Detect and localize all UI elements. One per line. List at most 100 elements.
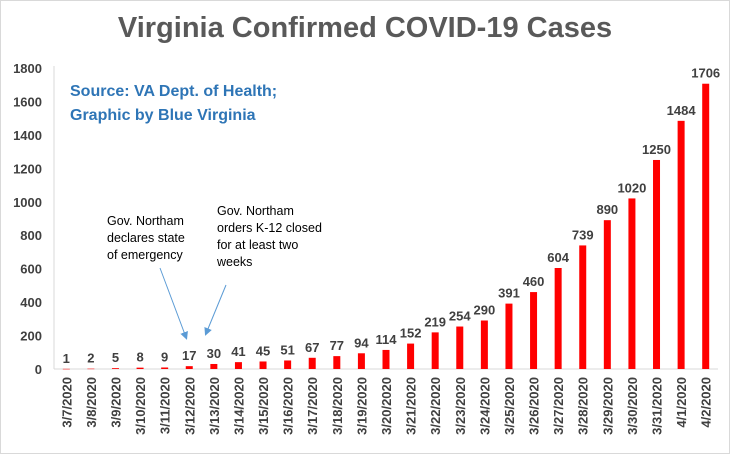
y-tick-label: 1800 [13,61,42,76]
annotation-line: for at least two [217,238,299,252]
data-label: 1706 [691,66,720,81]
bar [653,159,661,369]
bar [136,367,144,369]
bar [530,292,538,369]
data-label: 1 [63,351,70,366]
x-tick-label: 3/23/2020 [453,377,468,435]
bar [603,220,611,369]
annotation-line: Gov. Northam [107,214,184,228]
y-tick-label: 600 [20,262,42,277]
x-tick-label: 4/2/2020 [699,377,714,428]
data-label: 9 [161,349,168,364]
y-tick-label: 1200 [13,161,42,176]
bar [234,362,242,369]
bar [480,320,488,369]
x-tick-label: 3/7/2020 [59,377,74,428]
data-label: 1250 [642,142,671,157]
bar [407,343,415,369]
bar [87,368,95,370]
x-tick-label: 3/10/2020 [133,377,148,435]
bar [456,326,464,369]
x-tick-label: 3/21/2020 [404,377,419,435]
bar [702,83,710,370]
data-label: 94 [354,335,369,350]
annotation-line: declares state [107,231,185,245]
y-tick-label: 1000 [13,195,42,210]
data-label: 152 [400,326,422,341]
bar [554,267,562,369]
data-label: 67 [305,340,319,355]
annotation-k12-closed: Gov. Northam orders K-12 closed for at l… [217,203,322,271]
bar [62,368,70,370]
bar [505,303,513,369]
x-tick-label: 4/1/2020 [674,377,689,428]
data-label: 51 [280,342,294,357]
annotation-arrow [204,284,227,336]
data-label: 41 [231,344,245,359]
bar [259,361,267,369]
x-tick-label: 3/20/2020 [379,377,394,435]
y-tick-label: 800 [20,228,42,243]
bar [210,363,218,369]
source-note: Source: VA Dept. of Health; Graphic by B… [70,80,277,128]
x-tick-label: 3/31/2020 [650,377,665,435]
bar [111,368,119,369]
x-tick-label: 3/18/2020 [330,377,345,435]
data-label: 1484 [667,103,697,118]
bar [357,353,365,369]
data-label: 30 [207,346,221,361]
x-tick-label: 3/17/2020 [305,377,320,435]
data-label: 890 [596,202,618,217]
bar [431,332,439,369]
x-tick-label: 3/13/2020 [207,377,222,435]
data-label: 5 [112,350,119,365]
bar [308,357,316,369]
annotation-line: orders K-12 closed [217,221,322,235]
chart-title: Virginia Confirmed COVID-19 Cases [117,12,613,44]
data-label: 1020 [617,180,646,195]
bar [628,198,636,369]
bar [579,245,587,369]
bar [677,120,685,369]
bar [382,349,390,369]
data-label: 77 [330,338,344,353]
bar [185,366,193,369]
x-tick-label: 3/29/2020 [600,377,615,435]
bar [161,367,169,369]
data-label: 8 [136,350,143,365]
data-label: 45 [256,343,270,358]
x-tick-label: 3/19/2020 [354,377,369,435]
x-tick-label: 3/27/2020 [551,377,566,435]
annotation-line: Gov. Northam [217,204,294,218]
y-tick-label: 200 [20,329,42,344]
data-label: 114 [376,332,398,347]
bar [333,356,341,369]
source-line-2: Graphic by Blue Virginia [70,107,256,124]
x-tick-label: 3/15/2020 [256,377,271,435]
y-tick-label: 1600 [13,94,42,109]
annotation-line: weeks [217,255,253,269]
x-tick-label: 3/30/2020 [625,377,640,435]
x-tick-label: 3/25/2020 [502,377,517,435]
x-tick-label: 3/14/2020 [231,377,246,435]
data-label: 460 [523,274,545,289]
data-label: 290 [474,303,496,318]
x-tick-label: 3/9/2020 [108,377,123,428]
data-label: 604 [547,250,569,265]
x-tick-label: 3/28/2020 [576,377,591,435]
x-tick-label: 3/12/2020 [182,377,197,435]
y-tick-label: 400 [20,295,42,310]
y-tick-label: 0 [35,362,42,377]
y-tick-label: 1400 [13,128,42,143]
data-label: 254 [449,309,471,324]
x-tick-label: 3/22/2020 [428,377,443,435]
annotation-line: of emergency [107,248,183,262]
x-tick-label: 3/26/2020 [527,377,542,435]
source-line-1: Source: VA Dept. of Health; [70,83,278,100]
data-label: 739 [572,227,594,242]
x-tick-label: 3/8/2020 [84,377,99,428]
x-tick-label: 3/24/2020 [477,377,492,435]
annotation-arrow [159,267,188,340]
data-label: 391 [498,286,520,301]
